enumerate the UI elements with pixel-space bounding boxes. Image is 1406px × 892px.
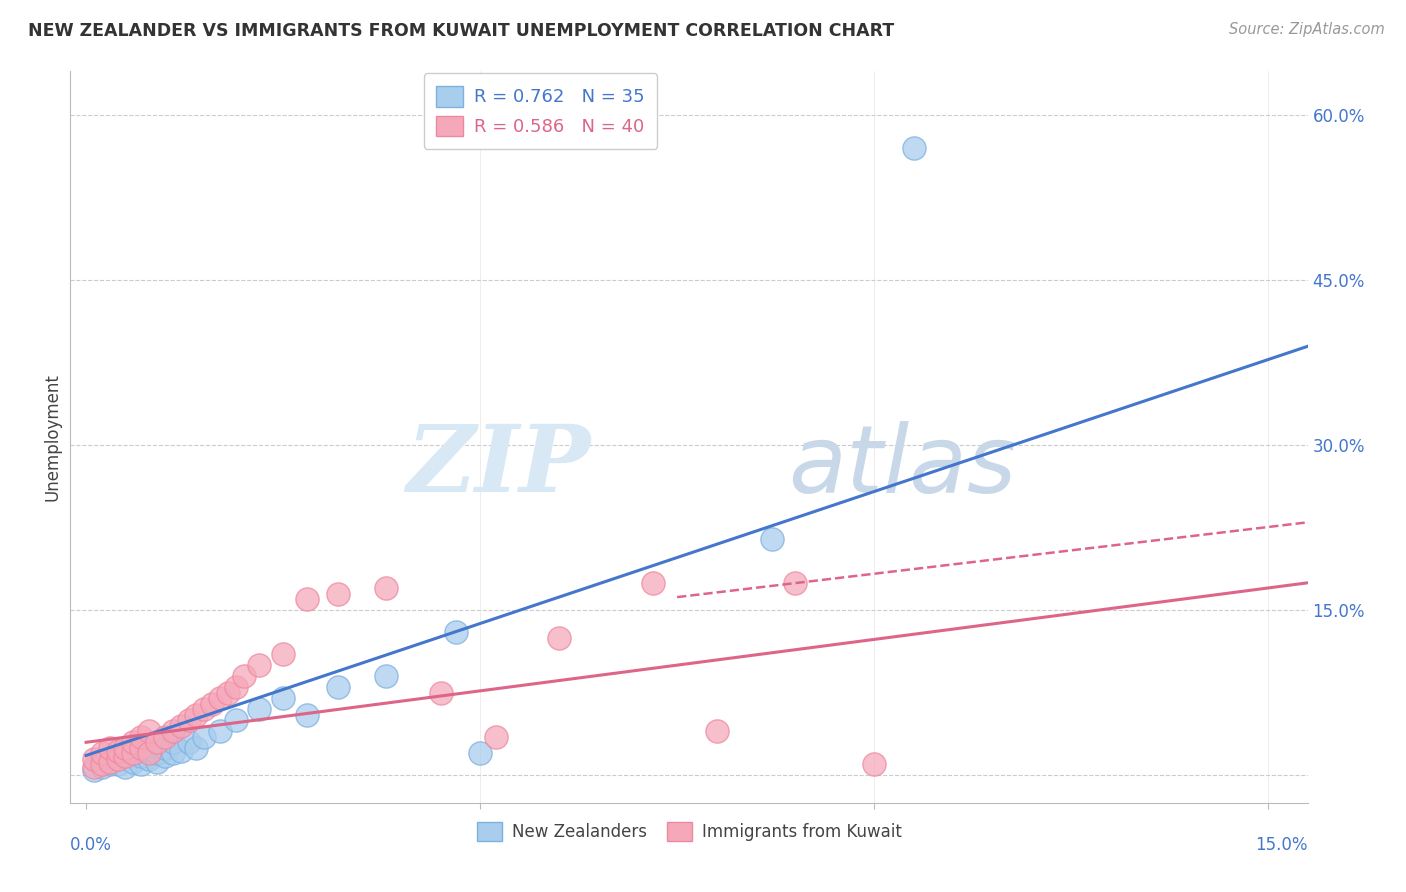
Point: [107, 752, 129, 766]
Point: [169, 744, 191, 758]
Point: [225, 681, 247, 695]
Point: [114, 747, 136, 761]
Point: [98, 755, 121, 769]
Point: [122, 740, 145, 755]
Text: ZIP: ZIP: [406, 421, 591, 511]
Point: [129, 757, 152, 772]
Legend: New Zealanders, Immigrants from Kuwait: New Zealanders, Immigrants from Kuwait: [468, 814, 910, 849]
Point: [217, 686, 239, 700]
Point: [122, 747, 145, 761]
Point: [162, 735, 184, 749]
Point: [446, 625, 468, 640]
Point: [328, 587, 350, 601]
Point: [129, 730, 152, 744]
Point: [468, 747, 491, 761]
Point: [374, 669, 396, 683]
Point: [114, 748, 136, 763]
Point: [114, 759, 136, 773]
Point: [177, 735, 200, 749]
Point: [138, 747, 160, 761]
Point: [83, 752, 105, 766]
Point: [225, 714, 247, 728]
Point: [153, 748, 176, 763]
Point: [193, 702, 215, 716]
Text: 0.0%: 0.0%: [70, 836, 112, 854]
Point: [98, 755, 121, 769]
Point: [153, 730, 176, 744]
Point: [295, 707, 318, 722]
Point: [429, 686, 451, 700]
Point: [162, 747, 184, 761]
Point: [208, 691, 231, 706]
Point: [201, 697, 224, 711]
Point: [90, 747, 112, 761]
Point: [107, 744, 129, 758]
Point: [129, 748, 152, 763]
Point: [107, 757, 129, 772]
Point: [114, 740, 136, 755]
Point: [83, 763, 105, 777]
Point: [232, 669, 254, 683]
Point: [186, 707, 208, 722]
Point: [98, 740, 121, 755]
Point: [153, 740, 176, 755]
Point: [761, 532, 783, 546]
Point: [193, 730, 215, 744]
Point: [138, 724, 160, 739]
Point: [138, 744, 160, 758]
Point: [295, 592, 318, 607]
Point: [107, 752, 129, 766]
Point: [122, 755, 145, 769]
Point: [186, 740, 208, 755]
Point: [90, 757, 112, 772]
Point: [271, 648, 294, 662]
Point: [129, 740, 152, 755]
Point: [903, 141, 925, 155]
Y-axis label: Unemployment: Unemployment: [44, 373, 62, 501]
Point: [90, 759, 112, 773]
Text: 15.0%: 15.0%: [1256, 836, 1308, 854]
Point: [249, 702, 271, 716]
Point: [706, 724, 728, 739]
Point: [169, 719, 191, 733]
Point: [146, 747, 169, 761]
Point: [146, 755, 169, 769]
Point: [83, 759, 105, 773]
Point: [162, 724, 184, 739]
Text: Source: ZipAtlas.com: Source: ZipAtlas.com: [1229, 22, 1385, 37]
Point: [643, 575, 665, 590]
Point: [863, 757, 886, 772]
Point: [208, 724, 231, 739]
Text: atlas: atlas: [787, 421, 1017, 512]
Point: [548, 631, 571, 645]
Point: [177, 714, 200, 728]
Point: [785, 575, 807, 590]
Point: [138, 752, 160, 766]
Point: [249, 658, 271, 673]
Point: [122, 735, 145, 749]
Point: [146, 735, 169, 749]
Text: NEW ZEALANDER VS IMMIGRANTS FROM KUWAIT UNEMPLOYMENT CORRELATION CHART: NEW ZEALANDER VS IMMIGRANTS FROM KUWAIT …: [28, 22, 894, 40]
Point: [98, 757, 121, 772]
Point: [485, 730, 508, 744]
Point: [328, 681, 350, 695]
Point: [271, 691, 294, 706]
Point: [374, 582, 396, 596]
